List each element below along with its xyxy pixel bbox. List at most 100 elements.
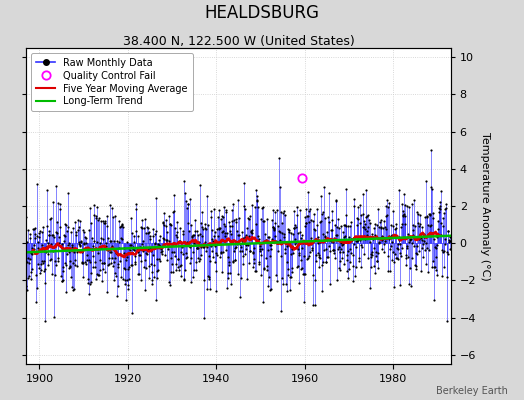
- Point: [49, 232, 57, 238]
- Point: [72, 229, 80, 236]
- Point: [224, 254, 232, 261]
- Point: [389, 223, 398, 229]
- Point: [409, 232, 417, 238]
- Point: [49, 248, 57, 254]
- Point: [381, 224, 389, 230]
- Point: [224, 275, 233, 282]
- Point: [367, 254, 375, 260]
- Point: [402, 254, 411, 261]
- Point: [446, 238, 454, 245]
- Point: [364, 224, 372, 230]
- Point: [55, 240, 63, 246]
- Point: [35, 234, 43, 240]
- Point: [254, 204, 262, 210]
- Point: [314, 252, 323, 258]
- Point: [303, 254, 312, 261]
- Point: [239, 180, 248, 186]
- Point: [320, 184, 328, 190]
- Point: [174, 255, 182, 262]
- Point: [192, 259, 200, 265]
- Point: [362, 214, 370, 221]
- Point: [44, 251, 52, 258]
- Point: [269, 225, 278, 232]
- Point: [326, 227, 335, 233]
- Point: [121, 280, 129, 287]
- Point: [96, 240, 104, 246]
- Point: [92, 276, 101, 282]
- Point: [225, 228, 234, 234]
- Point: [162, 223, 170, 229]
- Point: [294, 230, 302, 236]
- Point: [78, 248, 86, 255]
- Point: [375, 239, 384, 246]
- Point: [160, 222, 169, 228]
- Point: [271, 238, 280, 244]
- Point: [332, 232, 341, 238]
- Point: [427, 184, 435, 190]
- Point: [59, 277, 67, 283]
- Point: [118, 224, 127, 230]
- Point: [424, 210, 433, 217]
- Point: [202, 247, 210, 254]
- Point: [197, 252, 205, 258]
- Point: [377, 225, 385, 232]
- Point: [309, 218, 318, 224]
- Point: [370, 245, 378, 251]
- Point: [97, 244, 105, 251]
- Point: [279, 281, 288, 287]
- Point: [21, 202, 30, 209]
- Point: [289, 231, 298, 237]
- Point: [297, 257, 305, 263]
- Point: [25, 260, 33, 266]
- Point: [111, 255, 119, 262]
- Point: [117, 221, 126, 227]
- Point: [167, 222, 175, 228]
- Point: [444, 237, 453, 244]
- Point: [424, 231, 433, 237]
- Point: [341, 223, 350, 229]
- Point: [365, 235, 373, 241]
- Point: [323, 254, 331, 260]
- Point: [73, 247, 81, 253]
- Point: [339, 249, 347, 255]
- Point: [95, 272, 103, 278]
- Legend: Raw Monthly Data, Quality Control Fail, Five Year Moving Average, Long-Term Tren: Raw Monthly Data, Quality Control Fail, …: [31, 53, 192, 111]
- Point: [281, 246, 289, 252]
- Point: [363, 228, 371, 234]
- Point: [318, 211, 326, 217]
- Point: [245, 260, 254, 266]
- Point: [225, 262, 233, 268]
- Point: [39, 268, 48, 274]
- Point: [391, 234, 399, 240]
- Point: [108, 254, 116, 261]
- Point: [379, 218, 388, 224]
- Point: [419, 254, 428, 260]
- Point: [140, 225, 148, 231]
- Point: [417, 224, 425, 230]
- Point: [112, 293, 121, 300]
- Point: [421, 261, 430, 267]
- Text: Berkeley Earth: Berkeley Earth: [436, 386, 508, 396]
- Point: [324, 254, 332, 261]
- Point: [233, 232, 242, 238]
- Point: [193, 245, 201, 252]
- Point: [183, 201, 192, 207]
- Point: [312, 251, 321, 258]
- Point: [56, 201, 64, 208]
- Point: [285, 229, 293, 235]
- Point: [32, 299, 40, 305]
- Point: [188, 232, 196, 239]
- Point: [343, 252, 351, 258]
- Point: [438, 273, 446, 279]
- Point: [259, 218, 267, 224]
- Point: [82, 244, 91, 251]
- Point: [253, 198, 261, 205]
- Point: [46, 216, 54, 222]
- Point: [178, 243, 187, 250]
- Point: [198, 224, 206, 230]
- Point: [437, 220, 445, 226]
- Point: [354, 236, 362, 243]
- Point: [405, 239, 413, 246]
- Point: [409, 227, 417, 234]
- Point: [148, 226, 157, 232]
